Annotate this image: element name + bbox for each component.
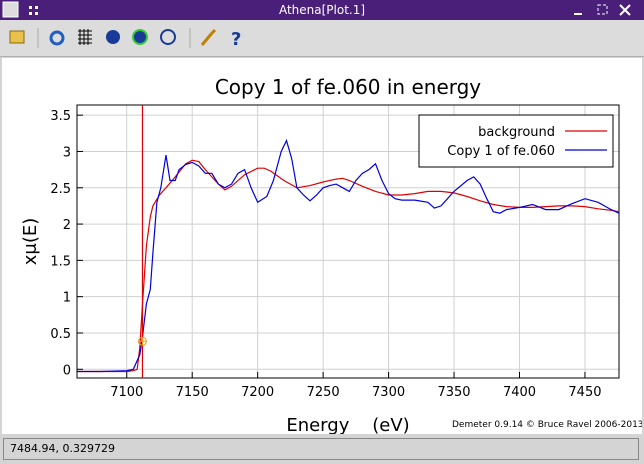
y-tick-label: 1.5 (50, 254, 71, 269)
x-tick-label: 7250 (307, 385, 340, 400)
legend-label: Copy 1 of fe.060 (447, 144, 555, 159)
toolbar: ? (0, 20, 644, 57)
plot-frame (76, 104, 620, 379)
y-axis-label: xμ(E) (20, 218, 41, 266)
plot-area: Copy 1 of fe.060 in energy 0 0.5 1 1.5 2 2.5 3 3… (2, 58, 644, 436)
minimize-button[interactable] (574, 13, 582, 15)
x-tick-label: 7300 (372, 385, 405, 400)
maximize-button[interactable] (597, 4, 608, 15)
x-tick-label: 7100 (110, 385, 143, 400)
close-button[interactable] (619, 4, 631, 16)
y-tick-label: 2 (63, 218, 71, 233)
annotation: Demeter 0.9.14 © Bruce Ravel 2006-2013 (452, 420, 642, 430)
title-bar: Athena[Plot.1] (0, 0, 644, 20)
chart-title: Copy 1 of fe.060 in energy (215, 75, 481, 99)
y-tick-label: 3.5 (50, 109, 71, 124)
save-button[interactable] (9, 30, 25, 44)
zoom-reset-button[interactable] (160, 29, 176, 45)
chart: Copy 1 of fe.060 in energy 0 0.5 1 1.5 2 2.5 3 3… (20, 75, 644, 436)
x-tick-label: 7150 (176, 385, 209, 400)
zoom-in-button[interactable] (106, 30, 120, 44)
legend-box (418, 114, 614, 168)
x-tick-label: 7200 (241, 385, 274, 400)
help-button[interactable]: ? (231, 29, 241, 50)
zoom-out-button[interactable] (132, 29, 148, 45)
series-group (77, 138, 619, 373)
window-title: Athena[Plot.1] (278, 3, 366, 17)
settings-button[interactable] (200, 28, 217, 46)
app-icon[interactable] (2, 1, 19, 18)
y-tick-label: 0 (63, 363, 71, 378)
x-tick-label: 7350 (437, 385, 470, 400)
y-tick-label: 2.5 (50, 182, 71, 197)
e0-marker-cross (138, 337, 147, 346)
x-axis-label: Energy (eV) (286, 415, 409, 434)
title-icons (2, 1, 631, 18)
series-line (77, 138, 619, 373)
y-tick-label: 1 (63, 291, 71, 306)
toolbar-icons: ? (9, 28, 241, 50)
series-line (77, 159, 619, 373)
grid-button[interactable] (78, 29, 92, 45)
y-tick-label: 3 (63, 145, 71, 160)
refresh-button[interactable] (49, 30, 65, 46)
menu-dots[interactable] (29, 6, 38, 15)
y-tick-label: 0.5 (50, 327, 71, 342)
legend-label: background (478, 125, 555, 140)
status-bar: 7484.94, 0.329729 (3, 438, 639, 460)
x-tick-label: 7450 (568, 385, 601, 400)
x-tick-label: 7400 (503, 385, 536, 400)
